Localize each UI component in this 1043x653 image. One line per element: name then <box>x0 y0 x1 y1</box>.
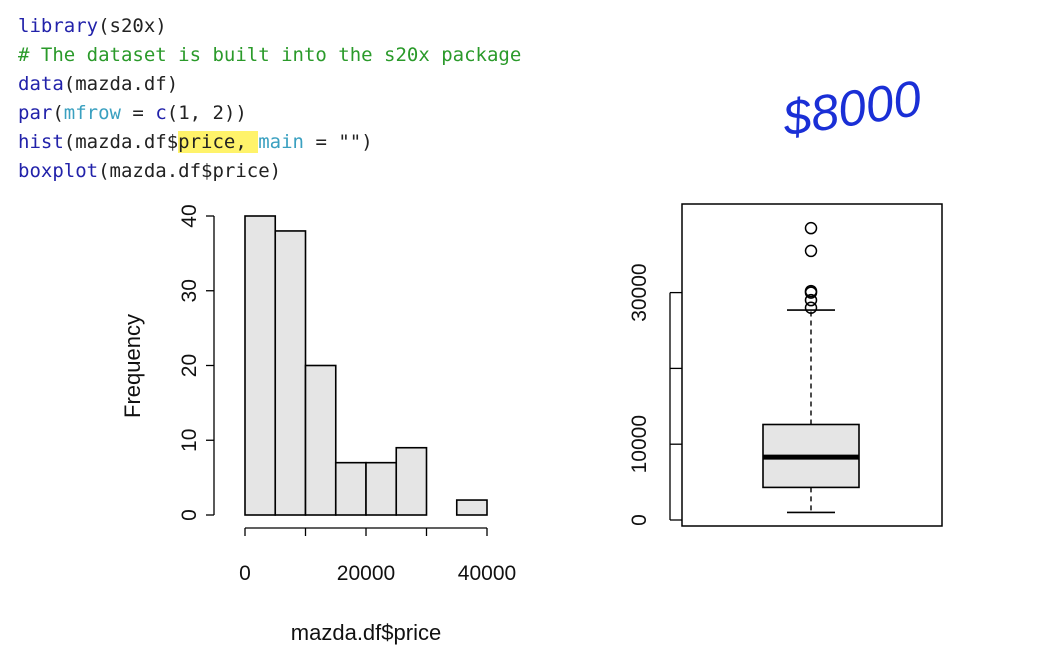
y-tick-label: 0 <box>178 509 201 521</box>
y-tick-label: 30000 <box>628 263 651 321</box>
code-text: (mazda.df$price) <box>98 160 282 182</box>
code-line-data: data(mazda.df) <box>18 70 521 99</box>
code-block: library(s20x) # The dataset is built int… <box>18 12 521 186</box>
code-function: c <box>155 102 167 124</box>
code-text: = <box>120 102 156 124</box>
y-tick-label: 20 <box>178 354 201 377</box>
x-axis-title: mazda.df$price <box>291 620 441 645</box>
code-argument: mfrow <box>63 102 121 124</box>
code-text: (mazda.df) <box>63 73 179 95</box>
code-comment: # The dataset is built into the s20x pac… <box>18 44 522 66</box>
code-text: (mazda.df$ <box>63 131 179 153</box>
x-tick-label: 0 <box>239 562 251 585</box>
plot-frame <box>681 203 943 527</box>
code-function: boxplot <box>18 160 99 182</box>
histogram-bar <box>244 215 277 516</box>
histogram-bar <box>304 364 337 516</box>
y-tick-label: 40 <box>178 204 201 227</box>
code-line-boxplot: boxplot(mazda.df$price) <box>18 157 521 186</box>
outlier-point <box>804 284 818 298</box>
code-text: (s20x) <box>98 15 167 37</box>
histogram: 0 10 20 30 40 Frequency 0 20000 40000 mazda.df$pr… <box>120 204 516 645</box>
y-tick-label: 10000 <box>628 415 651 473</box>
code-function: library <box>18 15 99 37</box>
histogram-bar <box>365 461 398 516</box>
code-line-par: par(mfrow = c(1, 2)) <box>18 99 521 128</box>
code-highlight: price, <box>178 131 259 153</box>
code-line-comment: # The dataset is built into the s20x pac… <box>18 41 521 70</box>
code-function: par <box>18 102 53 124</box>
x-tick-label: 20000 <box>337 562 395 585</box>
outlier-point <box>804 301 818 315</box>
histogram-bar <box>455 499 488 516</box>
boxplot: 0 10000 30000 <box>628 203 943 527</box>
histogram-bar <box>274 230 307 516</box>
y-tick-label: 10 <box>178 429 201 452</box>
code-function: hist <box>18 131 64 153</box>
code-line-library: library(s20x) <box>18 12 521 41</box>
outlier-point <box>804 293 818 307</box>
histogram-bar <box>334 461 367 516</box>
code-text: = "") <box>304 131 373 153</box>
y-tick-label: 30 <box>178 279 201 302</box>
x-tick-label: 40000 <box>458 562 516 585</box>
outlier-point <box>804 221 818 235</box>
code-function: data <box>18 73 64 95</box>
code-text: ( <box>52 102 64 124</box>
y-axis-title: Frequency <box>120 314 145 418</box>
code-argument: main <box>258 131 304 153</box>
code-line-hist: hist(mazda.df$price, main = "") <box>18 128 521 157</box>
histogram-bar <box>395 446 428 516</box>
code-text: (1, 2)) <box>166 102 247 124</box>
y-tick-label: 0 <box>628 514 651 526</box>
outlier-point <box>804 244 818 258</box>
